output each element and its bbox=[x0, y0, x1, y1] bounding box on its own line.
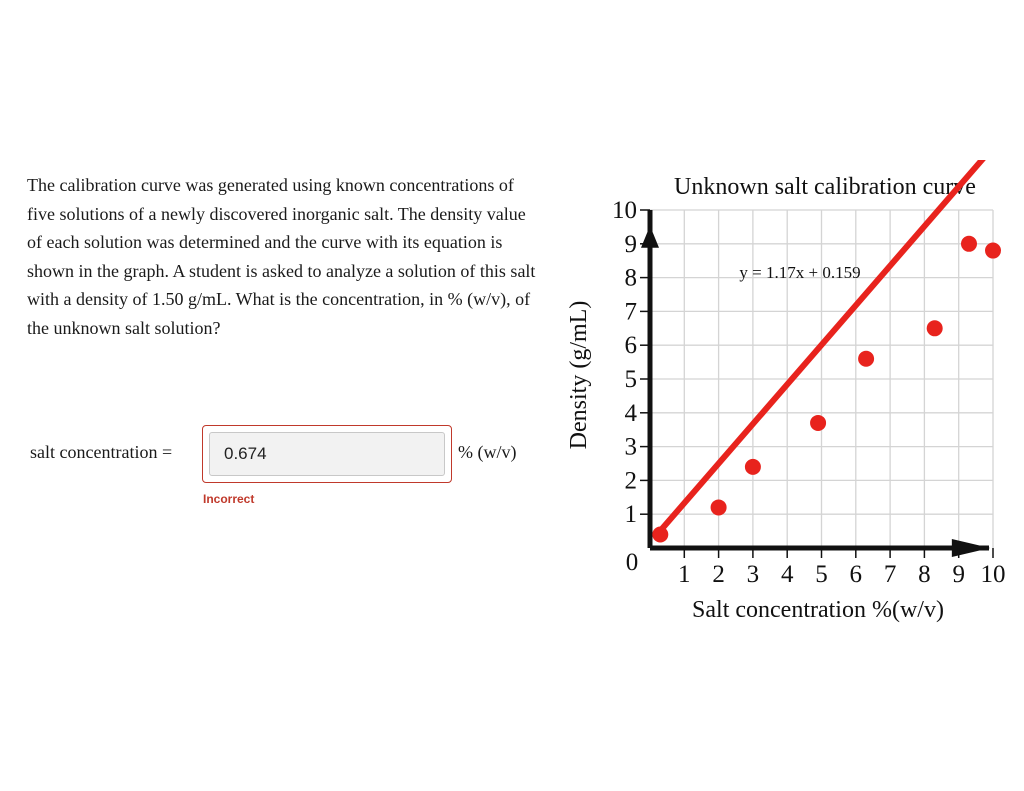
x-tick-label: 8 bbox=[918, 561, 931, 588]
answer-unit: % (w/v) bbox=[458, 442, 517, 462]
answer-label: salt concentration = bbox=[30, 442, 173, 462]
x-tick-label: 3 bbox=[747, 561, 760, 588]
y-tick-label: 6 bbox=[625, 332, 638, 359]
y-tick-label: 1 bbox=[625, 501, 638, 528]
y-axis-title: Density (g/mL) bbox=[566, 301, 592, 450]
calibration-chart: Unknown salt calibration curve 123456789… bbox=[566, 160, 1006, 623]
x-tick-label: 9 bbox=[952, 561, 965, 588]
y-tick-label: 10 bbox=[612, 197, 637, 224]
y-tick-label: 5 bbox=[625, 366, 638, 393]
chart-grid bbox=[650, 209, 994, 548]
data-point bbox=[744, 458, 761, 475]
question-text: The calibration curve was generated usin… bbox=[27, 175, 536, 338]
data-point bbox=[652, 526, 669, 543]
fit-equation: y = 1.17x + 0.159 bbox=[739, 263, 860, 282]
answer-row: salt concentration = % (w/v) bbox=[30, 425, 550, 483]
salt-concentration-input[interactable] bbox=[209, 432, 445, 476]
data-point bbox=[926, 320, 943, 337]
y-tick-label: 9 bbox=[625, 231, 638, 258]
x-tick-label: 2 bbox=[712, 561, 725, 588]
data-point bbox=[710, 499, 727, 516]
x-tick-label: 1 bbox=[678, 561, 691, 588]
data-point bbox=[810, 414, 827, 431]
y-tick-label: 4 bbox=[625, 400, 638, 427]
fit-line-group bbox=[657, 160, 986, 534]
x-tick-label: 10 bbox=[981, 561, 1006, 588]
data-point bbox=[858, 350, 875, 367]
y-axis-arrowhead bbox=[641, 225, 659, 248]
y-tick-label: 3 bbox=[625, 434, 638, 461]
y-tick-label: 7 bbox=[625, 298, 638, 325]
incorrect-feedback: Incorrect bbox=[203, 492, 255, 506]
y-axis-ticks: 1 2 3 4 5 6 7 8 9 10 bbox=[612, 197, 650, 528]
y-tick-label: 8 bbox=[625, 265, 638, 292]
fit-line bbox=[657, 160, 986, 534]
data-point bbox=[985, 242, 1001, 259]
x-axis-ticks: 1 2 3 4 5 6 7 8 9 10 bbox=[678, 548, 1006, 588]
y-tick-label: 2 bbox=[625, 467, 638, 494]
x-tick-label: 6 bbox=[850, 561, 863, 588]
x-axis-title: Salt concentration %(w/v) bbox=[692, 597, 944, 623]
chart-title: Unknown salt calibration curve bbox=[674, 174, 976, 200]
x-tick-label: 4 bbox=[781, 561, 794, 588]
data-point bbox=[960, 235, 977, 252]
data-points bbox=[652, 235, 1001, 543]
x-tick-label: 5 bbox=[815, 561, 828, 588]
answer-field-frame bbox=[202, 425, 452, 483]
x-tick-label: 7 bbox=[884, 561, 897, 588]
x-axis-arrowhead bbox=[951, 539, 991, 557]
origin-label: 0 bbox=[626, 549, 639, 576]
